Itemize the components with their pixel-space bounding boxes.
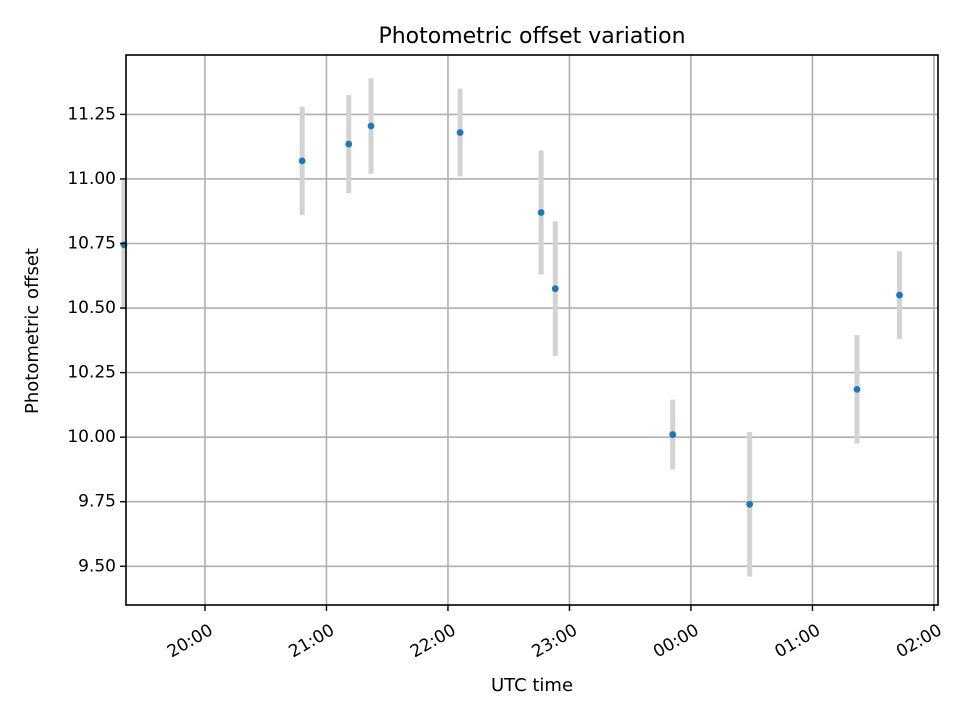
y-tick-label: 9.75 (78, 492, 116, 512)
plot-frame (125, 54, 939, 606)
x-axis-label: UTC time (491, 675, 573, 696)
data-point (551, 285, 559, 293)
y-tick-label: 10.75 (67, 233, 116, 253)
chart-title: Photometric offset variation (378, 24, 685, 49)
data-point (456, 129, 464, 136)
point-layer (120, 122, 903, 508)
data-point (853, 385, 861, 393)
data-point (298, 157, 306, 165)
y-axis-label: Photometric offset (22, 248, 43, 414)
grid-layer (126, 55, 938, 605)
y-tick-label: 10.00 (67, 427, 116, 447)
data-point (367, 122, 375, 130)
y-tick-label: 10.25 (67, 363, 116, 383)
data-point (896, 291, 903, 299)
y-tick-label: 11.25 (67, 104, 116, 124)
y-tick-label: 9.50 (78, 556, 116, 576)
y-tick-label: 11.00 (67, 169, 116, 189)
data-point (345, 140, 353, 148)
data-point (746, 500, 754, 508)
data-point (537, 209, 545, 216)
y-tick-label: 10.50 (67, 298, 116, 318)
data-point (669, 431, 677, 438)
